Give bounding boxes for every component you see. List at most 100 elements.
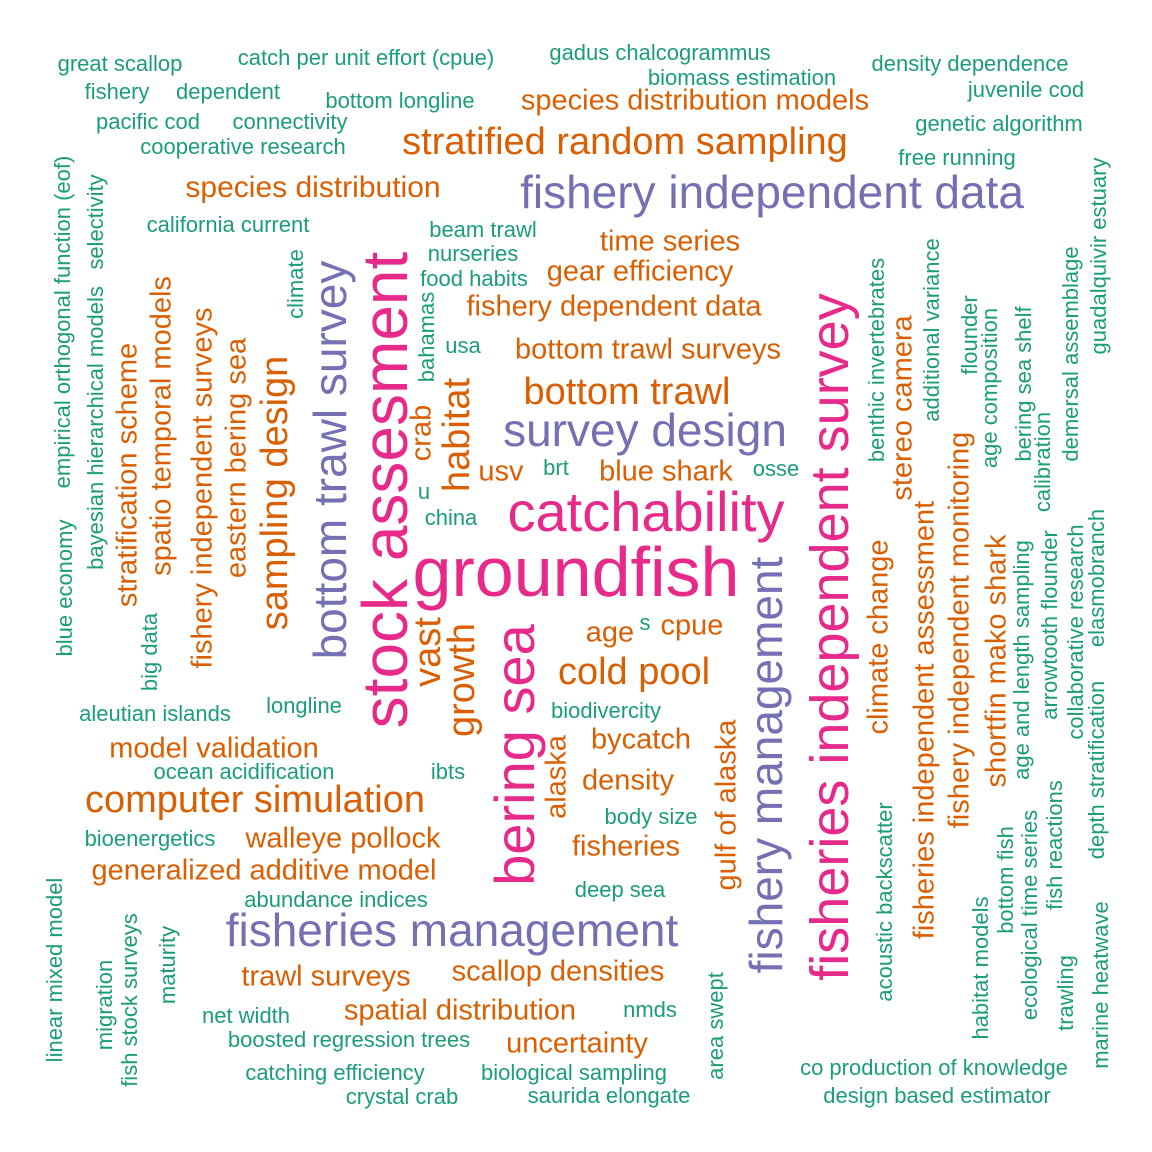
word-selectivity: selectivity <box>83 174 108 270</box>
word-nmds: nmds <box>623 997 677 1022</box>
word-pacific-cod: pacific cod <box>96 109 200 134</box>
word-u: u <box>417 479 431 504</box>
word-habitat-models: habitat models <box>968 896 993 1040</box>
word-empirical-orthogonal-function: empirical orthogonal function (eof) <box>50 155 75 489</box>
word-acoustic-backscatter: acoustic backscatter <box>872 802 897 1002</box>
word-dependent: dependent <box>176 79 280 104</box>
word-bottom-trawl: bottom trawl <box>523 371 731 413</box>
word-deep-sea: deep sea <box>574 877 666 902</box>
word-china: china <box>424 505 478 530</box>
word-sampling-design: sampling design <box>254 355 296 631</box>
word-bycatch: bycatch <box>591 723 691 756</box>
word-ocean-acidification: ocean acidification <box>153 759 335 784</box>
word-bering-sea: bering sea <box>483 624 546 886</box>
word-linear-mixed-model: linear mixed model <box>42 877 67 1063</box>
word-fishery-independent-surveys: fishery independent surveys <box>186 307 219 669</box>
word-age-composition: age composition <box>977 307 1002 469</box>
word-co-production-of-knowledge: co production of knowledge <box>800 1055 1068 1080</box>
word-saurida-elongate: saurida elongate <box>527 1083 691 1108</box>
word-spatial-distribution: spatial distribution <box>343 994 577 1027</box>
word-crystal-crab: crystal crab <box>345 1084 459 1109</box>
word-spatio-temporal-models: spatio temporal models <box>145 276 178 576</box>
word-bahamas: bahamas <box>414 291 439 383</box>
word-california-current: california current <box>146 212 310 237</box>
word-beam-trawl: beam trawl <box>429 217 537 242</box>
word-cooperative-research: cooperative research <box>140 134 346 159</box>
word-usv: usv <box>478 455 524 488</box>
word-computer-simulation: computer simulation <box>84 779 426 821</box>
word-brt: brt <box>543 455 569 480</box>
word-fishery-independent-monitoring: fishery independent monitoring <box>943 431 976 829</box>
word-generalized-additive-model: generalized additive model <box>91 854 437 887</box>
word-cpue: cpue <box>660 609 724 642</box>
word-migration: migration <box>92 959 117 1051</box>
word-bottom-trawl-surveys: bottom trawl surveys <box>515 333 781 366</box>
word-bottom-fish: bottom fish <box>993 826 1018 934</box>
word-fisheries-independent-assessment: fisheries independent assessment <box>908 500 941 940</box>
word-model-validation: model validation <box>109 732 319 765</box>
word-trawl-surveys: trawl surveys <box>241 960 411 993</box>
word-fish-stock-surveys: fish stock surveys <box>117 913 142 1087</box>
word-biodivercity: biodivercity <box>550 698 662 723</box>
word-net-width: net width <box>201 1003 291 1028</box>
word-great-scallop: great scallop <box>57 51 183 76</box>
word-age: age <box>585 616 635 649</box>
word-boosted-regression-trees: boosted regression trees <box>227 1027 471 1052</box>
word-fish-reactions: fish reactions <box>1042 780 1067 910</box>
word-density-dependence: density dependence <box>871 51 1069 76</box>
word-species-distribution-models: species distribution models <box>520 84 870 117</box>
word-fisheries-independent-survey: fisheries independent survey <box>800 293 860 981</box>
word-additional-variance: additional variance <box>919 238 944 422</box>
word-genetic-algorithm: genetic algorithm <box>915 111 1083 136</box>
word-catching-efficiency: catching efficiency <box>245 1060 425 1085</box>
word-guadalquivir-estuary: guadalquivir estuary <box>1086 157 1111 355</box>
word-gadus-chalcogrammus: gadus chalcogrammus <box>549 40 771 65</box>
word-area-swept: area swept <box>703 972 728 1080</box>
word-walleye-pollock: walleye pollock <box>245 822 441 855</box>
word-body-size: body size <box>604 804 698 829</box>
word-uncertainty: uncertainty <box>506 1027 648 1060</box>
word-depth-stratification: depth stratification <box>1084 680 1109 860</box>
word-blue-economy: blue economy <box>52 519 77 657</box>
word-climate-change: climate change <box>862 539 895 735</box>
word-age-and-length-sampling: age and length sampling <box>1009 540 1034 780</box>
word-biomass-estimation: biomass estimation <box>647 65 837 90</box>
word-connectivity: connectivity <box>232 109 348 134</box>
word-groundfish: groundfish <box>412 533 740 611</box>
word-marine-heatwave: marine heatwave <box>1088 901 1113 1069</box>
word-bottom-trawl-survey: bottom trawl survey <box>304 260 356 660</box>
word-fisheries-management: fisheries management <box>225 904 679 956</box>
word-arrowtooth-flounder: arrowtooth flounder <box>1037 530 1062 720</box>
word-bioenergetics: bioenergetics <box>84 826 216 851</box>
word-species-distribution: species distribution <box>185 171 441 204</box>
word-calibration: calibration <box>1030 411 1055 513</box>
word-growth: growth <box>441 622 483 738</box>
word-catch-per-unit-effort: catch per unit effort (cpue) <box>237 45 495 70</box>
word-fishery-independent-data: fishery independent data <box>520 166 1024 218</box>
word-nurseries: nurseries <box>427 241 519 266</box>
word-catchability: catchability <box>507 480 785 543</box>
word-free-running: free running <box>898 145 1016 170</box>
word-benthic-invertebrates: benthic invertebrates <box>864 257 889 463</box>
word-fishery-dependent-data: fishery dependent data <box>466 290 762 323</box>
word-time-series: time series <box>599 225 741 258</box>
word-abundance-indices: abundance indices <box>244 887 428 912</box>
word-stratification-scheme: stratification scheme <box>111 342 144 608</box>
word-density: density <box>582 764 674 797</box>
word-gear-efficiency: gear efficiency <box>546 255 734 288</box>
word-elasmobranch: elasmobranch <box>1084 508 1109 648</box>
word-cold-pool: cold pool <box>557 651 711 693</box>
word-bottom-longline: bottom longline <box>325 88 475 113</box>
word-big-data: big data <box>137 612 162 692</box>
word-biological-sampling: biological sampling <box>481 1060 667 1085</box>
word-gulf-of-alaska: gulf of alaska <box>710 719 743 891</box>
word-trawling: trawling <box>1053 955 1078 1031</box>
word-maturity: maturity <box>155 925 180 1005</box>
word-climate: climate <box>283 249 308 319</box>
word-usa: usa <box>445 333 481 358</box>
word-s: s <box>639 610 651 635</box>
word-food-habits: food habits <box>420 266 528 291</box>
word-crab: crab <box>405 404 438 462</box>
word-longline: longline <box>266 693 342 718</box>
word-stereo-camera: stereo camera <box>886 315 919 501</box>
